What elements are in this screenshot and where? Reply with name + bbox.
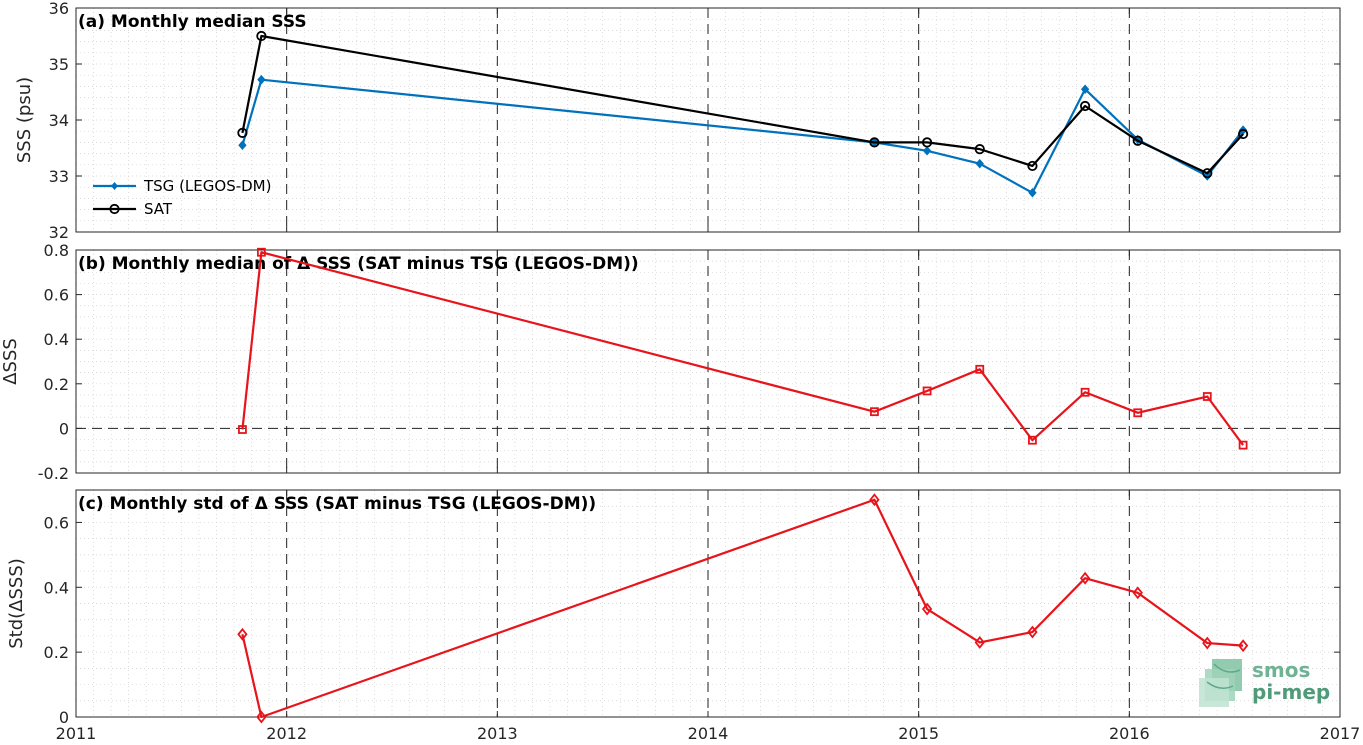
data-point xyxy=(256,247,266,257)
logo-line2: pi-mep xyxy=(1252,680,1330,704)
data-point xyxy=(922,386,932,396)
data-point xyxy=(1079,100,1091,112)
series-0 xyxy=(238,74,1248,198)
data-point xyxy=(1133,408,1143,418)
data-point xyxy=(1132,135,1143,146)
data-point xyxy=(922,146,932,156)
data-point xyxy=(1132,586,1143,600)
data-point xyxy=(257,74,266,85)
data-point xyxy=(974,144,985,155)
y-tick-label: 0.6 xyxy=(44,513,69,532)
y-tick-label: -0.2 xyxy=(38,464,69,483)
data-point xyxy=(869,493,880,507)
data-point xyxy=(921,602,933,616)
data-point xyxy=(921,137,933,148)
data-point xyxy=(1080,84,1090,94)
data-point xyxy=(238,140,247,150)
y-axis: -0.2 0 0.2 0.4 0.6 0.8 xyxy=(38,241,1340,483)
x-axis: 2011 2012 2013 2014 2015 2016 2017 xyxy=(56,490,1361,743)
panel-b-delta-sss: -0.2 0 0.2 0.4 0.6 0.8 ΔSSS (b) Monthly median … xyxy=(0,241,1341,483)
year-lines xyxy=(286,490,1130,717)
data-point xyxy=(1237,128,1249,140)
year-lines xyxy=(286,250,1130,473)
data-point xyxy=(974,635,985,649)
data-point xyxy=(870,407,879,417)
data-point xyxy=(1028,188,1037,198)
series-line xyxy=(241,498,1244,719)
y-tick-label: 0.8 xyxy=(44,241,69,260)
legend-label: SAT xyxy=(144,200,173,218)
data-point xyxy=(1203,171,1212,181)
panel-title: (a) Monthly median SSS xyxy=(78,12,307,32)
legend-label: TSG (LEGOS-DM) xyxy=(143,177,271,195)
data-point xyxy=(1237,639,1249,653)
y-tick-label: 0.2 xyxy=(44,375,69,394)
x-tick-label: 2012 xyxy=(266,724,307,743)
y-tick-label: 35 xyxy=(49,55,69,74)
x-tick-label: 2017 xyxy=(1320,724,1361,743)
legend-marker xyxy=(111,182,118,190)
y-tick-label: 0 xyxy=(59,419,69,438)
x-axis xyxy=(75,8,1341,232)
data-point xyxy=(975,364,985,374)
y-tick-label: 0.6 xyxy=(44,286,69,305)
y-axis-label: Std(ΔSSS) xyxy=(6,558,27,649)
smos-pimep-logo: smos pi-mep xyxy=(1199,658,1330,707)
y-axis-label: ΔSSS xyxy=(0,338,21,385)
data-point xyxy=(237,127,248,138)
data-point xyxy=(256,30,267,42)
x-tick-label: 2011 xyxy=(56,724,97,743)
legend-marker xyxy=(109,203,120,215)
y-axis-label: SSS (psu) xyxy=(14,77,35,163)
panel-title: (b) Monthly median of Δ SSS (SAT minus T… xyxy=(78,254,639,274)
data-point xyxy=(1079,571,1091,585)
series-line xyxy=(241,34,1244,175)
legend: TSG (LEGOS-DM) SAT xyxy=(93,177,271,218)
panel-c-std-delta-sss: 2011 2012 2013 2014 2015 2016 2017 0 0.2 0.4 0.6 St… xyxy=(6,489,1361,743)
y-tick-label: 0.4 xyxy=(44,578,69,597)
series-0 xyxy=(238,247,1248,450)
panel-title: (c) Monthly std of Δ SSS (SAT minus TSG … xyxy=(78,494,596,514)
x-tick-label: 2014 xyxy=(688,724,729,743)
data-point xyxy=(256,710,267,724)
logo-line1: smos xyxy=(1252,658,1310,682)
y-axis: 0 0.2 0.4 0.6 xyxy=(44,513,1340,727)
logo-mark-icon xyxy=(1199,659,1242,707)
data-point xyxy=(1080,387,1090,397)
year-lines xyxy=(286,8,1130,232)
data-point xyxy=(1028,435,1037,445)
y-tick-label: 32 xyxy=(49,223,69,242)
y-tick-label: 0.2 xyxy=(44,643,69,662)
y-tick-label: 0 xyxy=(59,708,69,727)
y-tick-label: 36 xyxy=(49,0,69,18)
x-tick-label: 2015 xyxy=(898,724,939,743)
data-point xyxy=(1202,168,1213,179)
x-tick-label: 2013 xyxy=(477,724,518,743)
y-axis: 32 33 34 35 36 xyxy=(49,0,1340,242)
y-tick-label: 0.4 xyxy=(44,330,69,349)
data-point xyxy=(975,158,984,169)
data-point xyxy=(869,137,880,148)
y-tick-label: 33 xyxy=(49,167,69,186)
series-line xyxy=(241,251,1244,446)
data-point xyxy=(1027,625,1038,639)
x-tick-label: 2016 xyxy=(1109,724,1150,743)
data-point xyxy=(238,425,247,434)
data-point xyxy=(1027,160,1038,172)
data-point xyxy=(237,627,248,641)
series-1 xyxy=(237,30,1249,179)
y-tick-label: 34 xyxy=(49,111,69,130)
data-point xyxy=(1202,392,1212,401)
data-point xyxy=(1202,636,1213,650)
series-0 xyxy=(237,493,1249,724)
x-axis xyxy=(75,250,1341,473)
data-point xyxy=(1238,440,1248,450)
panel-a-sss: 32 33 34 35 36 SSS (psu) (a) Monthly median SS… xyxy=(14,0,1341,242)
